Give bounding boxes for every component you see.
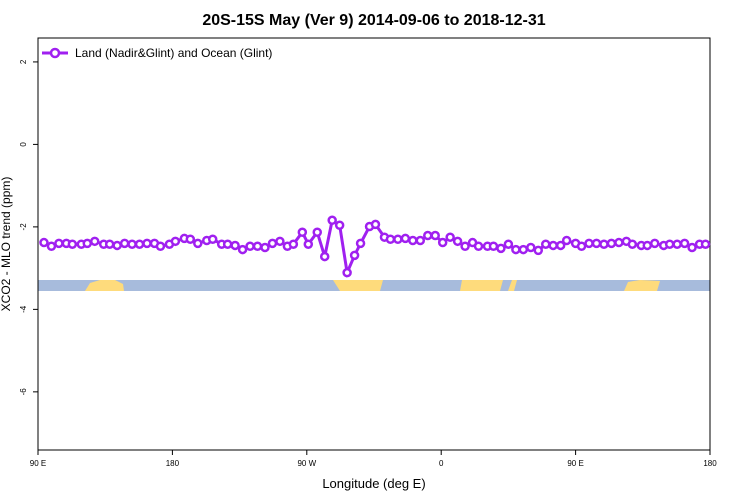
y-axis-label: XCO2 - MLO trend (ppm) — [0, 177, 13, 312]
x-tick-label: 90 E — [567, 459, 583, 468]
data-point — [540, 239, 551, 249]
data-point — [430, 230, 440, 241]
data-point — [385, 234, 396, 245]
data-point — [700, 239, 711, 249]
data-point — [526, 242, 536, 253]
chart-title: 20S-15S May (Ver 9) 2014-09-06 to 2018-1… — [202, 12, 545, 29]
x-tick-label: 0 — [439, 459, 444, 468]
data-point — [460, 241, 470, 252]
data-point — [400, 233, 411, 244]
x-tick-label: 180 — [166, 459, 180, 468]
data-point — [134, 239, 145, 249]
data-point — [327, 215, 337, 226]
data-point — [267, 238, 278, 249]
data-point — [222, 239, 233, 249]
data-point — [488, 241, 499, 252]
y-tick-label: -6 — [19, 388, 28, 396]
data-point — [649, 238, 660, 249]
data-point — [393, 234, 403, 245]
data-point — [408, 235, 418, 246]
data-point — [185, 234, 196, 245]
x-tick-label: 90 W — [297, 459, 316, 468]
data-point — [275, 236, 285, 247]
legend-marker — [49, 47, 61, 59]
data-point — [555, 240, 566, 251]
data-point — [193, 238, 203, 249]
data-point — [319, 251, 330, 262]
data-point — [142, 238, 152, 249]
data-point — [349, 250, 360, 261]
data-point — [452, 236, 463, 247]
data-point — [561, 235, 572, 246]
data-point — [82, 238, 93, 249]
data-point — [473, 241, 484, 252]
data-point — [260, 242, 270, 253]
data-point — [303, 239, 314, 249]
data-point — [614, 237, 624, 248]
data-point — [496, 243, 506, 254]
data-point — [54, 238, 64, 249]
data-point — [642, 240, 653, 251]
data-point — [89, 236, 100, 247]
x-axis-label: Longitude (deg E) — [322, 476, 425, 491]
data-point — [252, 241, 263, 252]
data-point — [104, 239, 115, 249]
data-point — [67, 239, 78, 249]
data-point — [423, 230, 433, 241]
data-point — [627, 239, 638, 249]
data-point — [518, 244, 529, 255]
data-point — [46, 241, 57, 252]
data-point — [591, 238, 602, 249]
data-point — [312, 227, 323, 237]
data-point — [599, 239, 609, 249]
data-point — [584, 238, 594, 249]
data-point — [672, 239, 682, 249]
data-point — [355, 238, 366, 249]
y-tick-label: 0 — [19, 142, 28, 147]
data-point — [245, 241, 255, 252]
data-point — [39, 237, 49, 248]
data-point — [437, 237, 448, 248]
legend-label: Land (Nadir&Glint) and Ocean (Glint) — [75, 46, 272, 60]
data-point — [548, 240, 558, 251]
data-point — [237, 244, 248, 255]
data-point — [127, 239, 137, 249]
data-point — [445, 232, 455, 242]
data-point — [370, 219, 381, 230]
data-point — [112, 240, 122, 251]
data-point — [687, 242, 697, 253]
data-point — [334, 220, 345, 230]
data-point — [664, 239, 675, 249]
x-tick-label: 90 E — [30, 459, 46, 468]
data-point — [342, 267, 352, 278]
land-ocean-strip — [38, 280, 710, 291]
y-tick-label: -2 — [19, 223, 28, 231]
y-tick-label: 2 — [19, 59, 28, 64]
data-point — [155, 241, 166, 252]
data-point — [170, 236, 181, 247]
x-tick-label: 180 — [703, 459, 717, 468]
data-point — [207, 234, 218, 245]
data-point — [511, 244, 521, 255]
data-point — [415, 235, 426, 246]
data-point — [297, 227, 308, 237]
data-point — [606, 238, 617, 249]
y-tick-label: -4 — [19, 305, 28, 313]
data-point — [119, 238, 130, 249]
data-point — [576, 241, 587, 252]
data-point — [288, 239, 299, 249]
data-point — [679, 238, 690, 249]
data-point — [503, 239, 514, 249]
data-point — [533, 245, 544, 256]
data-point — [230, 240, 240, 251]
